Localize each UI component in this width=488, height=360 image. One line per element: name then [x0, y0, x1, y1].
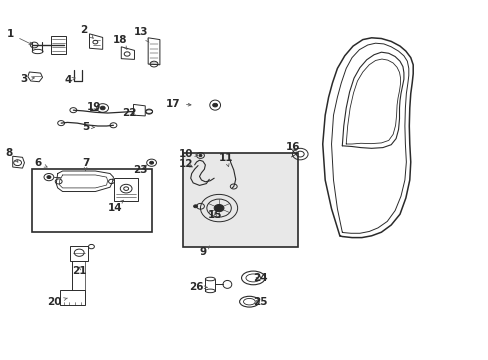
Text: 2: 2 [81, 24, 93, 38]
Bar [183, 153, 298, 247]
Text: 14: 14 [107, 200, 123, 213]
Text: 3: 3 [20, 74, 34, 84]
Text: 12: 12 [178, 159, 193, 169]
Polygon shape [322, 38, 412, 238]
Bar [32, 169, 151, 232]
Text: 20: 20 [47, 297, 67, 307]
Text: 4: 4 [64, 75, 75, 85]
Circle shape [100, 106, 105, 110]
Text: 16: 16 [285, 142, 300, 152]
Text: 15: 15 [207, 210, 222, 220]
Text: 5: 5 [82, 122, 95, 132]
Text: 6: 6 [34, 158, 47, 168]
Circle shape [47, 176, 51, 179]
Text: 13: 13 [133, 27, 149, 42]
Text: 24: 24 [252, 273, 267, 283]
Circle shape [149, 161, 153, 164]
Text: 11: 11 [218, 153, 233, 167]
Text: 10: 10 [178, 149, 197, 159]
Text: 1: 1 [7, 29, 32, 45]
Circle shape [193, 205, 197, 208]
Text: 7: 7 [81, 158, 89, 171]
Text: 9: 9 [199, 246, 209, 257]
Text: 23: 23 [133, 165, 148, 175]
Text: 19: 19 [86, 102, 101, 112]
Circle shape [212, 103, 217, 107]
Text: 8: 8 [5, 148, 18, 162]
Text: 17: 17 [166, 99, 191, 109]
Text: 26: 26 [189, 282, 206, 292]
Circle shape [199, 154, 202, 157]
Text: 22: 22 [122, 108, 137, 118]
Text: 25: 25 [252, 297, 267, 307]
Circle shape [214, 204, 224, 212]
Text: 21: 21 [72, 266, 86, 276]
Text: 18: 18 [112, 35, 127, 50]
